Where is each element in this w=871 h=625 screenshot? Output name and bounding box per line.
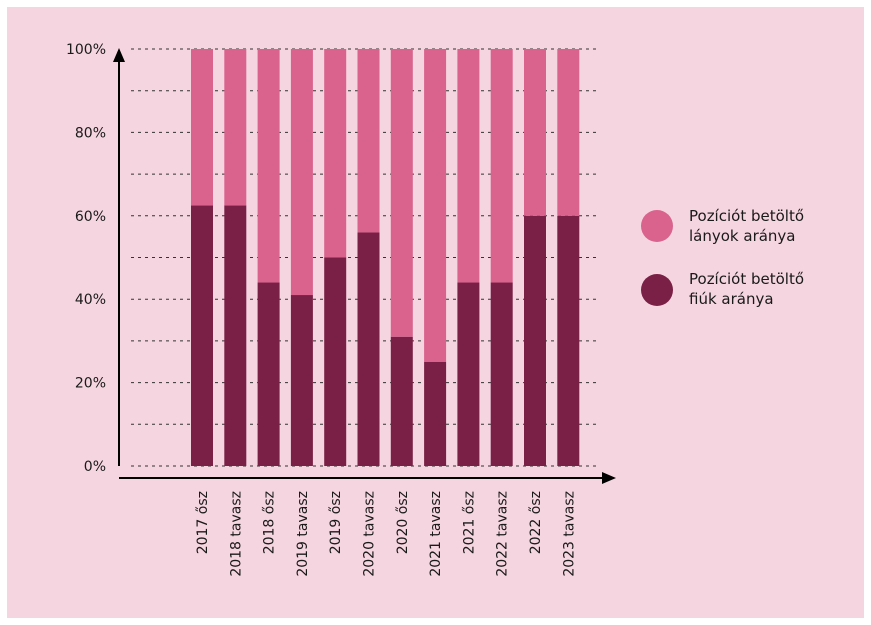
- bar-girls: [257, 49, 280, 283]
- y-tick-label: 20%: [75, 376, 106, 392]
- bar-boys: [191, 205, 213, 466]
- bar-girls: [290, 49, 313, 296]
- x-tick-label: 2019 tavasz: [295, 491, 311, 577]
- y-tick-label: 80%: [75, 125, 106, 141]
- bar-boys: [357, 232, 380, 466]
- y-tick-label: 60%: [75, 209, 106, 225]
- bar-girls: [557, 49, 580, 216]
- bar-boys: [424, 361, 447, 466]
- bar-boys: [290, 295, 313, 466]
- bar-girls: [490, 49, 513, 283]
- legend-girls-line1: Pozíciót betöltő: [689, 207, 804, 225]
- legend-boys-line1: Pozíciót betöltő: [689, 270, 804, 288]
- bar-boys: [324, 257, 347, 466]
- bar-girls: [357, 49, 380, 233]
- bar-girls: [224, 49, 247, 206]
- x-tick-label: 2022 tavasz: [495, 491, 511, 577]
- x-tick-label: 2020 tavasz: [362, 491, 378, 577]
- bar-girls: [191, 49, 213, 206]
- bar-boys: [457, 282, 480, 466]
- legend-boys-line2: fiúk aránya: [689, 290, 774, 308]
- x-tick-label: 2023 tavasz: [561, 491, 577, 577]
- bar-boys: [224, 205, 247, 466]
- legend-swatch-boys: [641, 274, 673, 306]
- x-tick-label: 2018 tavasz: [228, 491, 244, 577]
- y-tick-label: 0%: [84, 459, 106, 475]
- x-tick-label: 2020 ősz: [395, 491, 411, 554]
- bar-girls: [390, 49, 413, 337]
- bars: [191, 49, 580, 466]
- bar-girls: [424, 49, 447, 362]
- x-tick-label: 2021 tavasz: [428, 491, 444, 577]
- y-tick-label: 40%: [75, 292, 106, 308]
- legend: Pozíciót betöltő lányok aránya Pozíciót …: [641, 207, 804, 308]
- x-tick-label: 2021 ősz: [461, 491, 477, 554]
- legend-swatch-girls: [641, 210, 673, 242]
- x-tick-label: 2019 ősz: [328, 491, 344, 554]
- legend-girls-line2: lányok aránya: [689, 227, 796, 245]
- bar-girls: [457, 49, 480, 283]
- bar-girls: [524, 49, 546, 216]
- x-tick-label: 2017 ősz: [195, 491, 211, 554]
- bar-boys: [257, 282, 280, 466]
- x-tick-label: 2022 ősz: [528, 491, 544, 554]
- bar-girls: [324, 49, 347, 258]
- bar-boys: [524, 215, 546, 466]
- y-axis-arrow: [113, 48, 125, 62]
- bar-boys: [557, 215, 580, 466]
- x-tick-labels: 2017 ősz 2018 tavasz 2018 ősz 2019 tavasz 20…: [195, 491, 577, 577]
- x-tick-label: 2018 ősz: [262, 491, 278, 554]
- x-axis-arrow: [602, 472, 616, 484]
- bar-boys: [490, 282, 513, 466]
- bar-boys: [390, 336, 413, 466]
- axes: [113, 48, 616, 484]
- y-tick-labels: 0% 20% 40% 60% 80% 100%: [66, 42, 106, 475]
- y-tick-label: 100%: [66, 42, 106, 58]
